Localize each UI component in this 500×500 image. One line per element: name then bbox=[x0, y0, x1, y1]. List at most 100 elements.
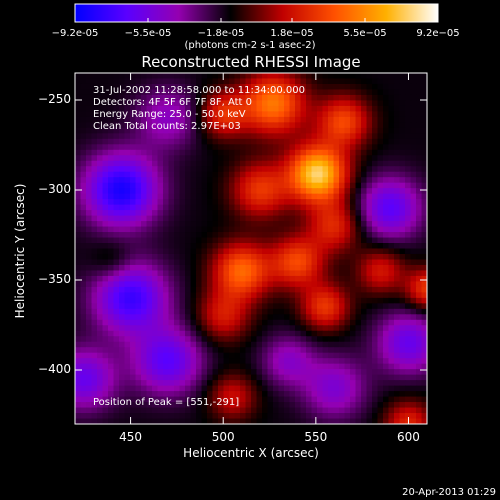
heatmap-cell bbox=[97, 248, 104, 255]
heatmap-cell bbox=[256, 275, 263, 282]
heatmap-cell bbox=[284, 83, 291, 91]
heatmap-cell bbox=[421, 177, 427, 184]
heatmap-cell bbox=[196, 138, 203, 145]
heatmap-cell bbox=[97, 182, 104, 189]
heatmap-cell bbox=[141, 215, 148, 222]
heatmap-cell bbox=[339, 155, 346, 162]
heatmap-cell bbox=[322, 314, 329, 321]
heatmap-cell bbox=[251, 407, 258, 414]
heatmap-cell bbox=[168, 127, 175, 134]
heatmap-cell bbox=[421, 325, 427, 332]
heatmap-cell bbox=[168, 402, 175, 409]
heatmap-cell bbox=[322, 232, 329, 239]
heatmap-cell bbox=[267, 237, 274, 244]
heatmap-cell bbox=[328, 341, 335, 348]
heatmap-cell bbox=[108, 83, 115, 91]
heatmap-cell bbox=[350, 188, 357, 195]
heatmap-cell bbox=[152, 352, 159, 359]
heatmap-cell bbox=[146, 380, 153, 387]
heatmap-cell bbox=[273, 418, 280, 424]
heatmap-cell bbox=[80, 204, 87, 211]
heatmap-cell bbox=[113, 325, 120, 332]
heatmap-cell bbox=[119, 111, 126, 118]
heatmap-cell bbox=[91, 253, 98, 261]
heatmap-cell bbox=[377, 418, 384, 424]
heatmap-cell bbox=[350, 226, 357, 233]
heatmap-cell bbox=[245, 78, 252, 85]
heatmap-cell bbox=[306, 188, 313, 195]
heatmap-cell bbox=[190, 221, 197, 228]
heatmap-cell bbox=[284, 347, 291, 354]
heatmap-cell bbox=[179, 264, 186, 272]
heatmap-cell bbox=[201, 352, 208, 359]
heatmap-cell bbox=[339, 314, 346, 321]
heatmap-cell bbox=[234, 215, 241, 222]
heatmap-cell bbox=[339, 358, 346, 365]
heatmap-cell bbox=[295, 292, 302, 299]
heatmap-cell bbox=[207, 160, 214, 167]
heatmap-cell bbox=[201, 89, 208, 96]
heatmap-cell bbox=[361, 155, 368, 162]
heatmap-cell bbox=[416, 122, 423, 129]
heatmap-cell bbox=[201, 248, 208, 255]
heatmap-cell bbox=[229, 177, 236, 184]
heatmap-cell bbox=[130, 111, 137, 118]
heatmap-cell bbox=[311, 319, 318, 326]
heatmap-cell bbox=[119, 363, 126, 370]
heatmap-cell bbox=[168, 221, 175, 228]
heatmap-cell bbox=[361, 204, 368, 211]
heatmap-cell bbox=[251, 308, 258, 315]
heatmap-cell bbox=[212, 407, 219, 414]
heatmap-cell bbox=[317, 275, 324, 282]
heatmap-cell bbox=[91, 319, 98, 326]
heatmap-cell bbox=[124, 193, 131, 200]
heatmap-cell bbox=[317, 407, 324, 414]
heatmap-cell bbox=[196, 413, 203, 420]
heatmap-cell bbox=[328, 155, 335, 162]
heatmap-cell bbox=[372, 352, 379, 359]
heatmap-cell bbox=[141, 133, 148, 140]
heatmap-cell bbox=[421, 193, 427, 200]
heatmap-cell bbox=[124, 78, 131, 85]
heatmap-cell bbox=[273, 297, 280, 304]
heatmap-cell bbox=[152, 270, 159, 277]
heatmap-cell bbox=[207, 374, 214, 381]
heatmap-cell bbox=[372, 144, 379, 151]
heatmap-cell bbox=[344, 122, 351, 129]
heatmap-cell bbox=[317, 286, 324, 293]
heatmap-cell bbox=[284, 369, 291, 376]
heatmap-cell bbox=[102, 325, 109, 332]
heatmap-cell bbox=[311, 73, 318, 80]
heatmap-cell bbox=[262, 325, 269, 332]
heatmap-cell bbox=[355, 94, 362, 102]
heatmap-cell bbox=[350, 78, 357, 85]
heatmap-cell bbox=[146, 78, 153, 85]
heatmap-cell bbox=[91, 138, 98, 145]
heatmap-cell bbox=[218, 303, 225, 310]
heatmap-cell bbox=[152, 413, 159, 420]
heatmap-cell bbox=[196, 385, 203, 392]
heatmap-cell bbox=[168, 303, 175, 310]
heatmap-cell bbox=[284, 308, 291, 315]
heatmap-cell bbox=[350, 182, 357, 189]
heatmap-cell bbox=[91, 297, 98, 304]
heatmap-cell bbox=[223, 303, 230, 310]
heatmap-cell bbox=[168, 166, 175, 173]
heatmap-cell bbox=[179, 83, 186, 91]
heatmap-cell bbox=[421, 155, 427, 162]
heatmap-cell bbox=[372, 116, 379, 123]
heatmap-cell bbox=[383, 286, 390, 293]
heatmap-cell bbox=[223, 264, 230, 272]
heatmap-cell bbox=[141, 248, 148, 255]
heatmap-cell bbox=[168, 94, 175, 102]
heatmap-cell bbox=[262, 275, 269, 282]
heatmap-cell bbox=[322, 369, 329, 376]
heatmap-cell bbox=[80, 319, 87, 326]
y-tick-label: −300 bbox=[38, 182, 71, 196]
heatmap-cell bbox=[256, 308, 263, 315]
heatmap-cell bbox=[91, 94, 98, 102]
heatmap-cell bbox=[124, 314, 131, 321]
heatmap-cell bbox=[267, 177, 274, 184]
heatmap-cell bbox=[135, 336, 142, 343]
heatmap-cell bbox=[174, 232, 181, 239]
